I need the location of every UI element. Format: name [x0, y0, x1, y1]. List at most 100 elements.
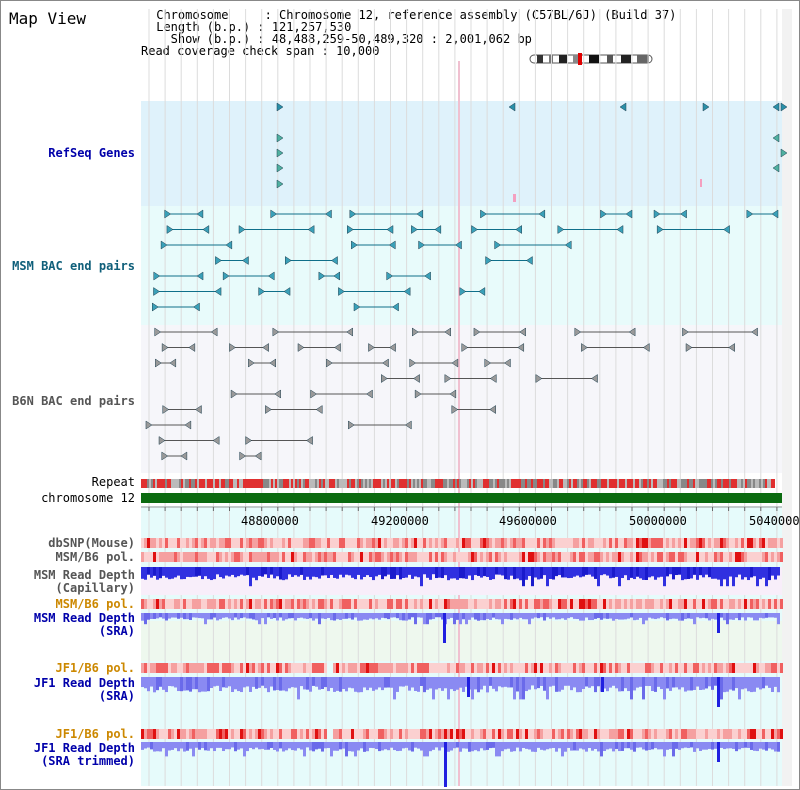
- pol-heat-mark: [468, 599, 471, 609]
- jf1-depth-trim-label[interactable]: JF1 Read Depth (SRA trimmed): [1, 742, 135, 768]
- pol-heat-mark: [207, 552, 210, 562]
- pol-heat-mark: [141, 538, 144, 548]
- repeat-mark: [323, 479, 325, 488]
- pol-heat-mark: [447, 663, 450, 673]
- depth-bar: [651, 742, 654, 750]
- depth-bar: [531, 613, 534, 619]
- msm-bac-pair-end: [526, 256, 533, 265]
- depth-bar: [216, 677, 219, 686]
- depth-bar: [441, 613, 444, 620]
- pol-heat-mark: [309, 552, 312, 562]
- depth-bar: [687, 742, 690, 749]
- repeat-mark: [179, 479, 181, 488]
- repeat-mark: [583, 479, 585, 488]
- depth-bar: [567, 567, 570, 579]
- pol-heat-mark: [222, 663, 225, 673]
- chromosome-ideogram[interactable]: [529, 53, 655, 65]
- depth-bar: [663, 613, 666, 619]
- pol-heat-mark: [201, 599, 204, 609]
- pol-heat-mark: [654, 552, 657, 562]
- depth-bar: [150, 613, 153, 619]
- repeat-mark: [697, 479, 699, 488]
- repeat-mark: [733, 479, 735, 488]
- depth-bar: [690, 567, 693, 579]
- msm-depth-capillary-label[interactable]: MSM Read Depth (Capillary): [1, 569, 135, 595]
- pol-heat-mark: [558, 663, 561, 673]
- jf1-b6-pol-label[interactable]: JF1/B6 pol.: [55, 661, 135, 675]
- depth-bar: [447, 677, 450, 700]
- b6n-bac-pair-end: [489, 374, 497, 383]
- pol-heat-mark: [741, 729, 744, 739]
- depth-bar: [540, 567, 543, 579]
- jf1-depth-sra-label[interactable]: JF1 Read Depth (SRA): [1, 677, 135, 703]
- depth-bar: [228, 742, 231, 750]
- repeat-mark: [349, 479, 351, 488]
- pol-heat-mark: [675, 729, 678, 739]
- pol-heat-mark: [717, 552, 720, 562]
- depth-bar: [192, 613, 195, 618]
- pol-heat-mark: [255, 538, 258, 548]
- depth-bar: [291, 742, 294, 751]
- pol-heat-mark: [237, 552, 240, 562]
- b6n-bac-pair-end: [229, 343, 236, 352]
- repeat-mark: [603, 479, 605, 488]
- pol-heat-mark: [705, 663, 708, 673]
- pol-heat-mark: [594, 538, 597, 548]
- pol-heat-mark: [402, 729, 405, 739]
- depth-bar: [501, 742, 504, 752]
- repeat-mark: [693, 479, 695, 488]
- pol-heat-mark: [363, 599, 366, 609]
- b6n-bac-pair-end: [239, 451, 247, 461]
- repeat-mark: [305, 479, 307, 488]
- pol-heat-mark: [639, 552, 642, 562]
- depth-bar: [588, 677, 591, 688]
- pol-heat-mark: [693, 552, 696, 562]
- dbsnp-label[interactable]: dbSNP(Mouse): [48, 536, 135, 550]
- repeat-mark: [417, 479, 419, 488]
- repeat-mark: [363, 479, 365, 488]
- msm-bac-label[interactable]: MSM BAC end pairs: [12, 259, 135, 273]
- depth-bar: [573, 613, 576, 619]
- pol-heat-mark: [174, 663, 177, 673]
- b6n-bac-label[interactable]: B6N BAC end pairs: [12, 394, 135, 408]
- pol-heat-mark: [555, 729, 558, 739]
- refseq-genes-label[interactable]: RefSeq Genes: [48, 146, 135, 160]
- pol-heat-mark: [699, 599, 702, 609]
- depth-bar: [156, 677, 159, 691]
- depth-bar: [738, 567, 741, 575]
- depth-bar: [144, 613, 147, 625]
- depth-bar: [162, 742, 165, 749]
- depth-bar: [501, 613, 504, 625]
- depth-bar: [168, 613, 171, 619]
- msm-b6-pol-sra-label[interactable]: MSM/B6 pol.: [55, 597, 135, 611]
- depth-bar: [672, 567, 675, 580]
- pol-heat-mark: [345, 729, 348, 739]
- pol-heat-mark: [702, 552, 705, 562]
- pol-heat-mark: [342, 552, 345, 562]
- repeat-mark: [351, 479, 353, 488]
- b6n-bac-pair-end: [254, 451, 262, 461]
- pol-heat-mark: [459, 729, 462, 739]
- depth-bar: [639, 677, 642, 687]
- depth-bar: [285, 567, 288, 580]
- depth-bar: [201, 742, 204, 749]
- depth-bar: [657, 613, 660, 619]
- depth-bar: [300, 677, 303, 687]
- pol-heat-mark: [336, 552, 339, 562]
- depth-bar: [384, 613, 387, 619]
- depth-bar: [687, 677, 690, 691]
- depth-bar: [450, 567, 453, 579]
- depth-bar: [246, 677, 249, 687]
- pol-heat-mark: [696, 538, 699, 548]
- msm-depth-sra-label[interactable]: MSM Read Depth (SRA): [1, 612, 135, 638]
- pol-heat-mark: [627, 538, 630, 548]
- depth-bar: [156, 567, 159, 580]
- pol-heat-mark: [564, 663, 567, 673]
- jf1-b6-pol-trim-label[interactable]: JF1/B6 pol.: [55, 727, 135, 741]
- msm-bac-pair-end: [351, 240, 358, 250]
- pol-heat-mark: [717, 538, 720, 548]
- msm-b6-pol-label[interactable]: MSM/B6 pol.: [55, 550, 135, 564]
- depth-bar: [267, 567, 270, 578]
- pol-heat-mark: [456, 538, 459, 548]
